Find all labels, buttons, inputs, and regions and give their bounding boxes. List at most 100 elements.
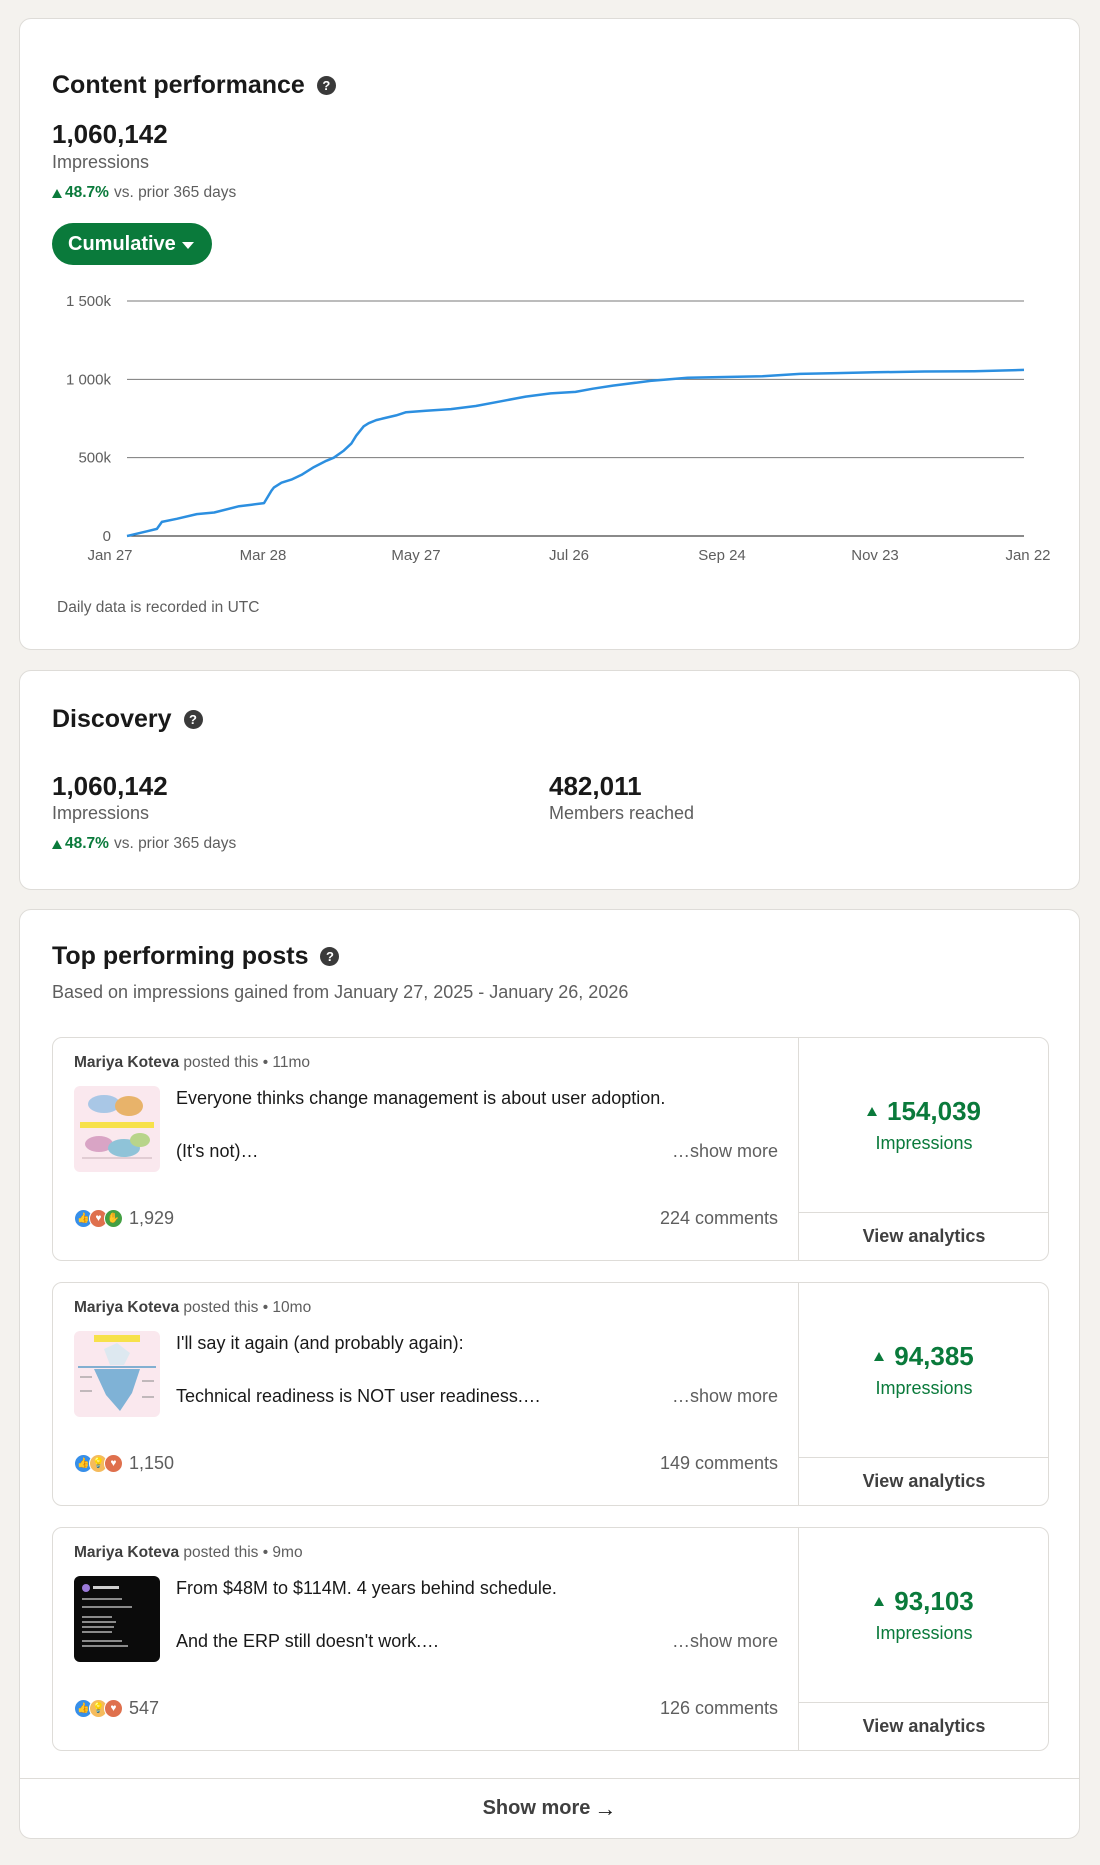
delta-percent: 48.7% xyxy=(65,835,109,852)
impressions-delta: 48.7% vs. prior 365 days xyxy=(52,184,236,202)
reaction-count: 547 xyxy=(129,1698,160,1718)
post-impressions: 93,103 xyxy=(799,1586,1049,1617)
discovery-impressions-value: 1,060,142 xyxy=(52,771,168,801)
posted-meta: posted this • 9mo xyxy=(183,1544,303,1561)
posted-meta: posted this • 10mo xyxy=(183,1299,312,1316)
impressions-label: Impressions xyxy=(52,152,150,172)
x-tick-label: Jul 26 xyxy=(549,547,589,564)
content-performance-title: Content performance ? xyxy=(52,71,336,100)
reactions[interactable]: 👍 ♥ ✋ 1,929 xyxy=(74,1208,174,1229)
post-text-line2: (It's not)… xyxy=(176,1141,259,1161)
top-posts-card: Top performing posts ? Based on impressi… xyxy=(19,909,1080,1839)
top-posts-title: Top performing posts ? xyxy=(52,942,340,971)
post-stats: 94,385 Impressions View analytics xyxy=(799,1283,1049,1505)
post-impressions-value: 94,385 xyxy=(894,1341,974,1371)
post-author: Mariya Koteva posted this • 10mo xyxy=(74,1299,311,1317)
reaction-icons: 👍 💡 ♥ xyxy=(74,1699,123,1718)
post-content[interactable]: Mariya Koteva posted this • 11mo Everyon… xyxy=(53,1038,799,1260)
post-thumbnail[interactable] xyxy=(74,1576,160,1662)
impressions-total: 1,060,142 xyxy=(52,119,168,149)
caret-down-icon xyxy=(181,241,194,249)
delta-percent: 48.7% xyxy=(65,184,109,201)
post-text-line1: From $48M to $114M. 4 years behind sched… xyxy=(176,1578,557,1598)
post-content[interactable]: Mariya Koteva posted this • 9mo From $48… xyxy=(53,1528,799,1750)
post-impressions-label: Impressions xyxy=(875,1378,973,1398)
post-impressions-value: 93,103 xyxy=(894,1586,974,1616)
post-card: Mariya Koteva posted this • 10mo I'll sa… xyxy=(52,1282,1049,1506)
post-text-line2: Technical readiness is NOT user readines… xyxy=(176,1386,541,1406)
cumulative-label: Cumulative xyxy=(68,232,176,255)
help-icon[interactable]: ? xyxy=(316,76,336,95)
show-more-link[interactable]: …show more xyxy=(671,1631,778,1651)
top-posts-heading: Top performing posts xyxy=(52,942,309,970)
post-content[interactable]: Mariya Koteva posted this • 10mo I'll sa… xyxy=(53,1283,799,1505)
post-thumbnail[interactable] xyxy=(74,1331,160,1417)
like-icon: 👍 xyxy=(74,1699,93,1718)
post-impressions: 94,385 xyxy=(799,1341,1049,1372)
chart-note: Daily data is recorded in UTC xyxy=(57,599,260,616)
comments-count[interactable]: 126 comments xyxy=(659,1698,778,1718)
show-more-link[interactable]: …show more xyxy=(671,1141,778,1161)
x-tick-label: Sep 24 xyxy=(698,547,746,564)
members-reached-label: Members reached xyxy=(549,803,695,823)
post-impressions-value: 154,039 xyxy=(887,1096,981,1126)
y-tick-label: 1 000k xyxy=(66,371,112,388)
post-author: Mariya Koteva posted this • 11mo xyxy=(74,1054,310,1072)
reactions[interactable]: 👍 💡 ♥ 547 xyxy=(74,1698,159,1719)
post-card: Mariya Koteva posted this • 9mo From $48… xyxy=(52,1527,1049,1751)
post-card: Mariya Koteva posted this • 11mo Everyon… xyxy=(52,1037,1049,1261)
y-tick-label: 1 500k xyxy=(66,293,112,310)
reaction-icons: 👍 💡 ♥ xyxy=(74,1454,123,1473)
comments-count[interactable]: 149 comments xyxy=(659,1453,778,1473)
trend-up-icon xyxy=(867,1107,877,1116)
x-tick-label: Jan 22 xyxy=(1005,547,1050,564)
top-posts-subtitle: Based on impressions gained from January… xyxy=(52,982,629,1002)
author-name[interactable]: Mariya Koteva xyxy=(74,1299,180,1316)
impressions-chart: 0 500k 1 000k 1 500k Jan 27 Mar 28 May 27 Jul 2… xyxy=(66,293,1051,564)
post-text-line1: Everyone thinks change management is abo… xyxy=(176,1088,666,1108)
content-performance-heading: Content performance xyxy=(52,71,305,99)
y-tick-label: 500k xyxy=(78,450,111,467)
author-name[interactable]: Mariya Koteva xyxy=(74,1054,180,1071)
post-impressions: 154,039 xyxy=(799,1096,1049,1127)
show-more-button[interactable]: Show more → xyxy=(20,1778,1079,1838)
text-screenshot-thumbnail-icon xyxy=(82,1584,132,1647)
love-icon: ♥ xyxy=(104,1699,123,1718)
author-name[interactable]: Mariya Koteva xyxy=(74,1544,180,1561)
post-thumbnail[interactable] xyxy=(74,1086,160,1172)
view-analytics-button[interactable]: View analytics xyxy=(799,1457,1049,1505)
help-icon[interactable]: ? xyxy=(183,710,203,729)
view-analytics-button[interactable]: View analytics xyxy=(799,1702,1049,1750)
discovery-impressions-delta: 48.7% vs. prior 365 days xyxy=(52,835,236,853)
discovery-title: Discovery ? xyxy=(52,705,203,734)
comments-count[interactable]: 224 comments xyxy=(659,1208,778,1228)
trend-up-icon xyxy=(52,188,62,198)
show-more-link[interactable]: …show more xyxy=(671,1386,778,1406)
trend-up-icon xyxy=(874,1352,885,1361)
arrow-right-icon: → xyxy=(594,1795,617,1821)
view-analytics-button[interactable]: View analytics xyxy=(799,1212,1049,1260)
celebrate-icon: ✋ xyxy=(104,1209,123,1228)
delta-up: 48.7% xyxy=(52,835,109,853)
reaction-count: 1,929 xyxy=(129,1208,175,1228)
reactions[interactable]: 👍 💡 ♥ 1,150 xyxy=(74,1453,174,1474)
post-stats: 154,039 Impressions View analytics xyxy=(799,1038,1049,1260)
post-stats: 93,103 Impressions View analytics xyxy=(799,1528,1049,1750)
delta-text: vs. prior 365 days xyxy=(113,835,237,852)
love-icon: ♥ xyxy=(104,1454,123,1473)
reaction-icons: 👍 ♥ ✋ xyxy=(74,1209,123,1228)
delta-up: 48.7% xyxy=(52,184,109,202)
reaction-count: 1,150 xyxy=(129,1453,175,1473)
posted-meta: posted this • 11mo xyxy=(183,1054,311,1071)
post-author: Mariya Koteva posted this • 9mo xyxy=(74,1544,303,1562)
like-icon: 👍 xyxy=(74,1454,93,1473)
post-text-line1: I'll say it again (and probably again): xyxy=(176,1333,464,1353)
x-tick-label: Jan 27 xyxy=(87,547,132,564)
cumulative-dropdown[interactable]: Cumulative xyxy=(52,223,212,265)
diagram-thumbnail-icon xyxy=(80,1095,154,1159)
content-performance-card: Content performance ? 1,060,142 Impressi… xyxy=(19,18,1080,650)
impressions-series-line xyxy=(126,368,1025,538)
show-more-label: Show more xyxy=(482,1797,591,1819)
help-icon[interactable]: ? xyxy=(320,947,340,966)
trend-up-icon xyxy=(52,839,62,849)
